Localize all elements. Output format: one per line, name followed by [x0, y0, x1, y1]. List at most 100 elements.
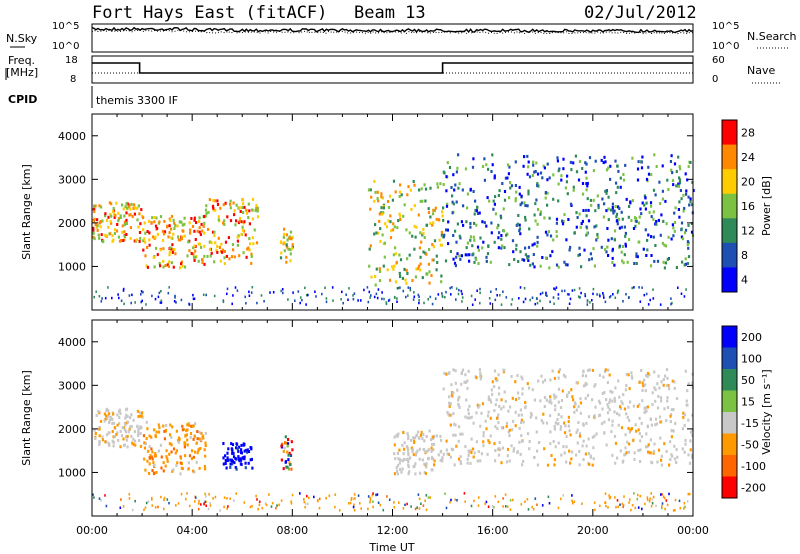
velocity-echo-cell [430, 449, 433, 453]
power-echo-cell [125, 211, 128, 215]
velocity-echo-cell [579, 432, 582, 436]
velocity-echo-cell [130, 425, 133, 429]
power-echo-cell [169, 246, 172, 250]
velocity-echo-cell [187, 467, 190, 471]
power-echo-cell [568, 293, 570, 296]
velocity-echo-cell [528, 447, 531, 451]
velocity-echo-cell [490, 388, 493, 392]
power-echo-cell [200, 222, 203, 226]
power-echo-cell [179, 238, 182, 242]
velocity-echo-cell [439, 458, 442, 462]
velocity-echo-cell [691, 413, 694, 417]
velocity-echo-cell [466, 379, 469, 383]
velocity-echo-cell [284, 441, 287, 445]
power-echo-cell [192, 255, 196, 259]
power-echo-cell [369, 188, 372, 192]
power-echo-cell [424, 187, 428, 191]
velocity-echo-cell [573, 405, 576, 409]
power-echo-cell [625, 197, 628, 201]
velocity-echo-cell [119, 506, 122, 509]
power-echo-cell [611, 247, 614, 251]
power-echo-cell [421, 233, 424, 237]
velocity-echo-cell [164, 464, 167, 468]
power-echo-cell [197, 219, 201, 223]
power-echo-cell [545, 291, 547, 295]
velocity-echo-cell [537, 379, 540, 383]
velocity-echo-cell [565, 460, 568, 464]
power-echo-cell [471, 303, 474, 306]
power-colorbar-tick-label: 4 [741, 274, 748, 287]
velocity-echo-cell [360, 507, 362, 510]
power-echo-cell [687, 255, 691, 259]
power-echo-cell [655, 222, 658, 226]
power-echo-cell [212, 206, 215, 210]
power-echo-cell [640, 212, 643, 216]
velocity-echo-cell [500, 426, 504, 430]
power-echo-cell [396, 300, 398, 303]
power-echo-cell [413, 183, 416, 187]
power-echo-cell [415, 267, 418, 271]
power-echo-cell [455, 287, 458, 290]
power-echo-cell [113, 215, 116, 219]
power-echo-cell [607, 195, 610, 199]
power-echo-cell [566, 293, 569, 296]
power-echo-cell [124, 205, 127, 209]
velocity-echo-cell [475, 440, 478, 444]
power-echo-cell [677, 182, 680, 186]
power-echo-cell [376, 190, 379, 194]
power-echo-cell [289, 252, 292, 256]
power-echo-cell [407, 286, 410, 289]
velocity-echo-cell [500, 407, 503, 411]
velocity-echo-cell [402, 447, 406, 451]
power-echo-cell [450, 186, 453, 189]
velocity-echo-cell [406, 432, 409, 436]
power-echo-cell [649, 201, 653, 205]
velocity-echo-cell [103, 419, 106, 423]
power-echo-cell [398, 212, 401, 216]
velocity-echo-cell [420, 502, 422, 505]
velocity-echo-cell [668, 387, 671, 391]
velocity-echo-cell [229, 462, 232, 466]
power-echo-cell [576, 216, 579, 219]
power-echo-cell [172, 248, 175, 251]
power-echo-cell [535, 198, 538, 202]
velocity-echo-cell [502, 405, 505, 409]
power-y-axis-label: Slant Range [km] [20, 164, 33, 260]
power-echo-cells [92, 153, 695, 306]
velocity-echo-cell [460, 371, 463, 375]
velocity-echo-cell [285, 441, 288, 445]
power-echo-cell [231, 302, 233, 306]
velocity-echo-cell [588, 462, 591, 466]
velocity-echo-cell [413, 439, 416, 443]
power-echo-cell [656, 259, 660, 263]
power-echo-cell [279, 256, 283, 260]
velocity-echo-cell [464, 380, 468, 384]
power-echo-cell [573, 288, 576, 292]
power-echo-cell [441, 214, 444, 218]
power-echo-cell [504, 176, 507, 180]
power-echo-cell [173, 300, 176, 303]
power-echo-cell [121, 203, 124, 207]
velocity-echo-cell [609, 398, 612, 402]
power-echo-cell [502, 207, 505, 211]
velocity-echo-cell [420, 430, 423, 434]
velocity-echo-cell [402, 507, 405, 510]
velocity-echo-cell [450, 447, 453, 451]
power-echo-cell [394, 246, 397, 250]
velocity-echo-cell [510, 375, 513, 378]
power-echo-cell [600, 245, 603, 249]
power-echo-cell [403, 203, 406, 207]
power-echo-cell [123, 214, 126, 218]
velocity-echo-cell [251, 504, 253, 508]
velocity-echo-cell [143, 441, 146, 445]
velocity-colorbar-segment [722, 369, 737, 391]
power-echo-cell [148, 238, 151, 242]
power-echo-cell [93, 237, 96, 241]
velocity-echo-cell [464, 373, 467, 377]
velocity-echo-cell [628, 387, 631, 391]
power-echo-cell [419, 199, 422, 203]
velocity-echo-cell [157, 430, 161, 434]
power-echo-cell [614, 205, 617, 208]
power-echo-cell [423, 301, 425, 305]
velocity-echo-cell [407, 460, 410, 463]
